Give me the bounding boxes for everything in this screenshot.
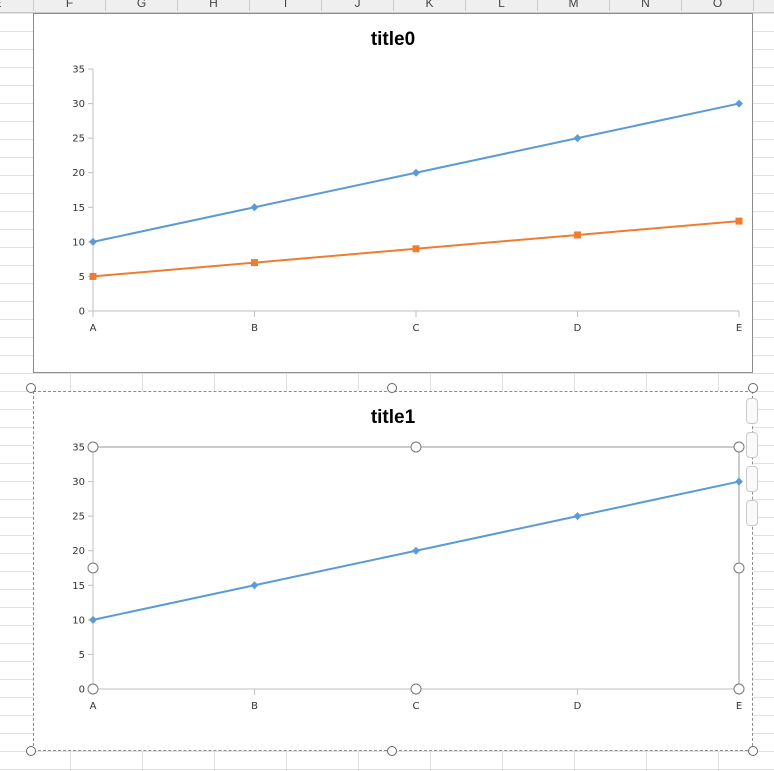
y-tick-label: 25 [72, 134, 85, 145]
plot-area-resize-handle[interactable] [733, 562, 745, 574]
chart-styles-button[interactable] [746, 432, 758, 458]
column-header-n[interactable]: N [610, 0, 682, 11]
chart-resize-handle-top-right[interactable] [748, 383, 758, 393]
chart-title1-canvas: title1 0 5 10 15 20 25 30 35 A B C D E [72, 407, 745, 712]
series-2-point[interactable] [89, 272, 97, 280]
y-tick-label: 35 [72, 443, 85, 454]
y-tick-label: 5 [79, 272, 85, 283]
chart-elements-button[interactable] [746, 398, 758, 424]
series-1-point[interactable] [412, 546, 420, 555]
x-tick-label: B [251, 701, 258, 712]
column-header-bar: E F G H I J K L M N O [0, 0, 774, 13]
chart-resize-handle-bottom-left[interactable] [26, 746, 36, 756]
column-header-g[interactable]: G [106, 0, 178, 11]
y-tick-label: 5 [79, 650, 85, 661]
column-header-l[interactable]: L [466, 0, 538, 11]
y-tick-label: 25 [72, 512, 85, 523]
y-tick-label: 20 [72, 546, 85, 557]
y-tick-label: 0 [79, 685, 85, 696]
series-1-point[interactable] [735, 477, 743, 486]
column-header-j[interactable]: J [322, 0, 394, 11]
y-tick-label: 10 [72, 615, 85, 626]
x-tick-label: A [90, 701, 97, 712]
x-tick-label: E [736, 701, 742, 712]
plot-area-resize-handle[interactable] [733, 441, 745, 453]
plot-area-resize-handle[interactable] [87, 562, 99, 574]
y-tick-label: 30 [72, 477, 85, 488]
x-tick-label: C [413, 701, 420, 712]
y-tick-label: 15 [72, 203, 85, 214]
column-header-e[interactable]: E [0, 0, 34, 11]
chart-title0[interactable]: title0 0 5 10 15 20 25 30 35 A B C D E [33, 13, 753, 373]
y-tick-label: 15 [72, 581, 85, 592]
series-2-point[interactable] [574, 231, 581, 239]
plot-area-resize-handle[interactable] [733, 683, 745, 695]
chart-resize-handle-bottom-right[interactable] [748, 746, 758, 756]
x-tick-label: A [90, 323, 97, 334]
x-tick-label: E [736, 323, 742, 334]
column-header-o[interactable]: O [682, 0, 754, 11]
column-header-h[interactable]: H [178, 0, 250, 11]
series-1-point[interactable] [89, 615, 97, 624]
series-1-point[interactable] [250, 203, 259, 212]
y-tick-label: 20 [72, 168, 85, 179]
plot-area-resize-handle[interactable] [87, 441, 99, 453]
plot-area-frame[interactable] [92, 446, 740, 690]
series-1-point[interactable] [412, 168, 420, 177]
chart-resize-handle-top-left[interactable] [26, 383, 36, 393]
plot-area-resize-handle[interactable] [410, 683, 422, 695]
y-tick-label: 0 [79, 307, 85, 318]
chart-title0-canvas: title0 0 5 10 15 20 25 30 35 A B C D E [72, 29, 743, 334]
y-tick-label: 35 [72, 65, 85, 76]
x-tick-label: D [574, 701, 582, 712]
chart-filters-button[interactable] [746, 466, 758, 492]
column-header-m[interactable]: M [538, 0, 610, 11]
chart-title[interactable]: title0 [371, 29, 415, 50]
chart-title[interactable]: title1 [371, 407, 416, 428]
series-1-point[interactable] [735, 99, 743, 108]
y-tick-label: 30 [72, 99, 85, 110]
series-1-point[interactable] [573, 512, 582, 521]
x-tick-label: D [574, 323, 582, 334]
chart-resize-handle-top[interactable] [387, 383, 397, 393]
column-header-i[interactable]: I [250, 0, 322, 11]
series-2-point[interactable] [251, 259, 258, 267]
series-1-point[interactable] [250, 581, 259, 590]
column-header-f[interactable]: F [34, 0, 106, 11]
y-tick-label: 10 [72, 237, 85, 248]
chart-resize-handle-bottom[interactable] [387, 746, 397, 756]
series-1-point[interactable] [573, 134, 582, 143]
x-tick-label: B [251, 323, 258, 334]
chart-title1[interactable]: title1 0 5 10 15 20 25 30 35 A B C D E [33, 391, 758, 751]
series-2-point[interactable] [735, 217, 743, 225]
plot-area-resize-handle[interactable] [410, 441, 422, 453]
series-1-point[interactable] [89, 237, 97, 246]
series-2-point[interactable] [412, 245, 420, 253]
plot-area-resize-handle[interactable] [87, 683, 99, 695]
column-header-k[interactable]: K [394, 0, 466, 11]
chart-options-button[interactable] [746, 500, 758, 526]
x-tick-label: C [413, 323, 420, 334]
